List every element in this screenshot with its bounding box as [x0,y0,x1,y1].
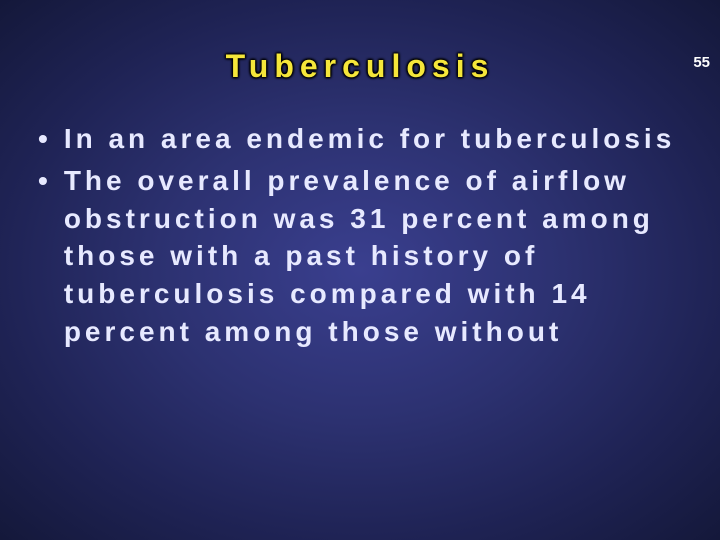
slide-content: • In an area endemic for tuberculosis • … [0,120,720,351]
bullet-marker: • [38,162,52,200]
slide-title: Tuberculosis [0,48,720,85]
bullet-text: The overall prevalence of airflow obstru… [64,162,682,351]
bullet-marker: • [38,120,52,158]
bullet-item: • The overall prevalence of airflow obst… [38,162,682,351]
bullet-text: In an area endemic for tuberculosis [64,120,675,158]
bullet-item: • In an area endemic for tuberculosis [38,120,682,158]
slide-number: 55 [693,54,710,71]
